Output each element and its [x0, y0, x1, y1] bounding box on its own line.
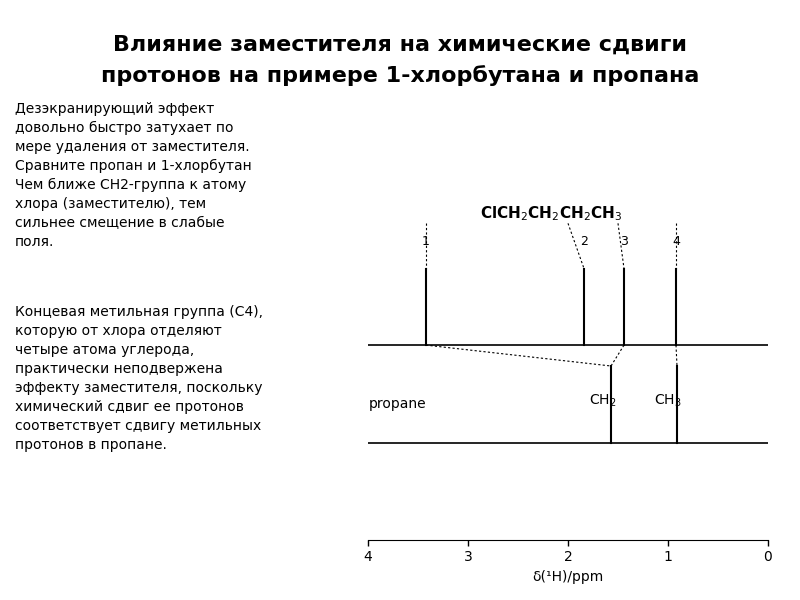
- Text: CH$_2$: CH$_2$: [589, 392, 616, 409]
- Text: propane: propane: [369, 397, 427, 411]
- Text: Концевая метильная группа (С4),
которую от хлора отделяют
четыре атома углерода,: Концевая метильная группа (С4), которую …: [15, 305, 263, 452]
- Text: протонов на примере 1-хлорбутана и пропана: протонов на примере 1-хлорбутана и пропа…: [101, 65, 699, 86]
- Text: 2: 2: [580, 235, 588, 248]
- X-axis label: δ(¹H)/ppm: δ(¹H)/ppm: [532, 570, 604, 584]
- Text: 3: 3: [620, 235, 628, 248]
- Text: 4: 4: [672, 235, 680, 248]
- Text: 1: 1: [422, 235, 430, 248]
- Text: ClCH$_2$CH$_2$CH$_2$CH$_3$: ClCH$_2$CH$_2$CH$_2$CH$_3$: [480, 205, 622, 223]
- Text: Влияние заместителя на химические сдвиги: Влияние заместителя на химические сдвиги: [113, 35, 687, 55]
- Text: Дезэкранирующий эффект
довольно быстро затухает по
мере удаления от заместителя.: Дезэкранирующий эффект довольно быстро з…: [15, 102, 252, 249]
- Text: CH$_3$: CH$_3$: [654, 392, 682, 409]
